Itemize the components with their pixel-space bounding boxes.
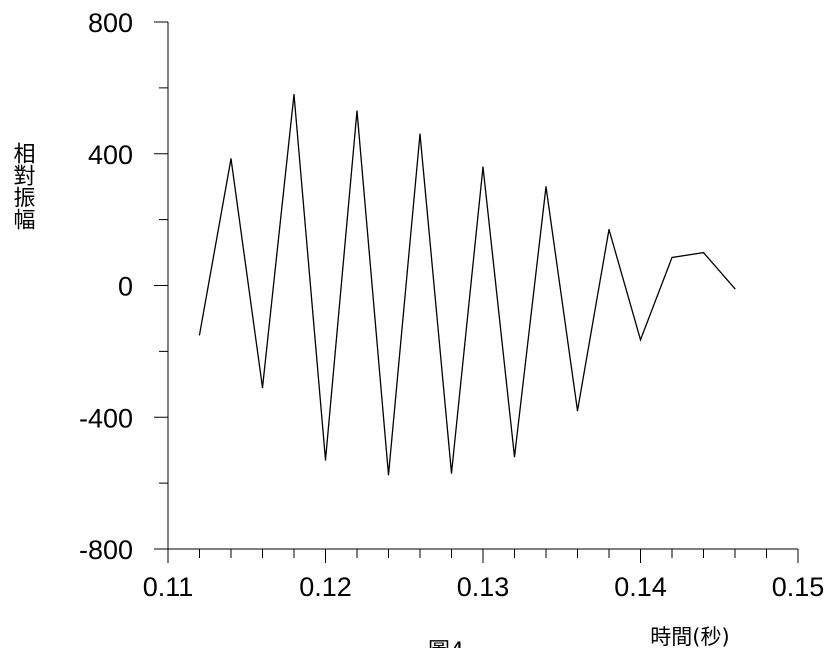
data-point [639,339,642,341]
data-point [198,334,201,336]
series-line [198,94,736,475]
data-point [545,186,547,188]
data-point [324,459,327,461]
x-tick-label: 0.12 [299,572,352,602]
data-point [387,474,390,476]
data-point [482,166,484,168]
y-axis-title: 相對振幅 [10,142,36,230]
x-tick-label: 0.14 [614,572,667,602]
y-tick-label: -800 [79,535,133,565]
y-tick-label: 800 [88,8,133,38]
x-tick-label: 0.15 [772,572,825,602]
data-point [261,387,264,389]
data-point [450,472,453,474]
axis-ticks [154,21,799,563]
x-axis-title: 時間(秒) [650,625,729,648]
axis-tick-labels: 0.11 0.12 0.13 0.14 0.15 800 400 0 -400 -800 [79,8,824,602]
data-point [513,456,516,458]
data-point [576,410,579,412]
data-point [734,288,736,290]
y-tick-label: 400 [88,140,133,170]
y-tick-label: -400 [79,403,133,433]
data-point [293,93,295,96]
x-tick-label: 0.13 [457,572,510,602]
series-group [198,93,736,476]
x-tick-label: 0.11 [143,572,194,602]
figure-caption: 圖4 [428,639,464,648]
data-point [702,251,705,254]
data-point [419,133,421,135]
y-tick-label: 0 [118,272,133,302]
data-point [671,256,673,259]
plot-axes [167,22,798,550]
data-point [356,110,358,112]
data-point [230,158,232,160]
y-axis-title-text: 相對振幅 [10,142,36,230]
data-point [608,228,610,231]
